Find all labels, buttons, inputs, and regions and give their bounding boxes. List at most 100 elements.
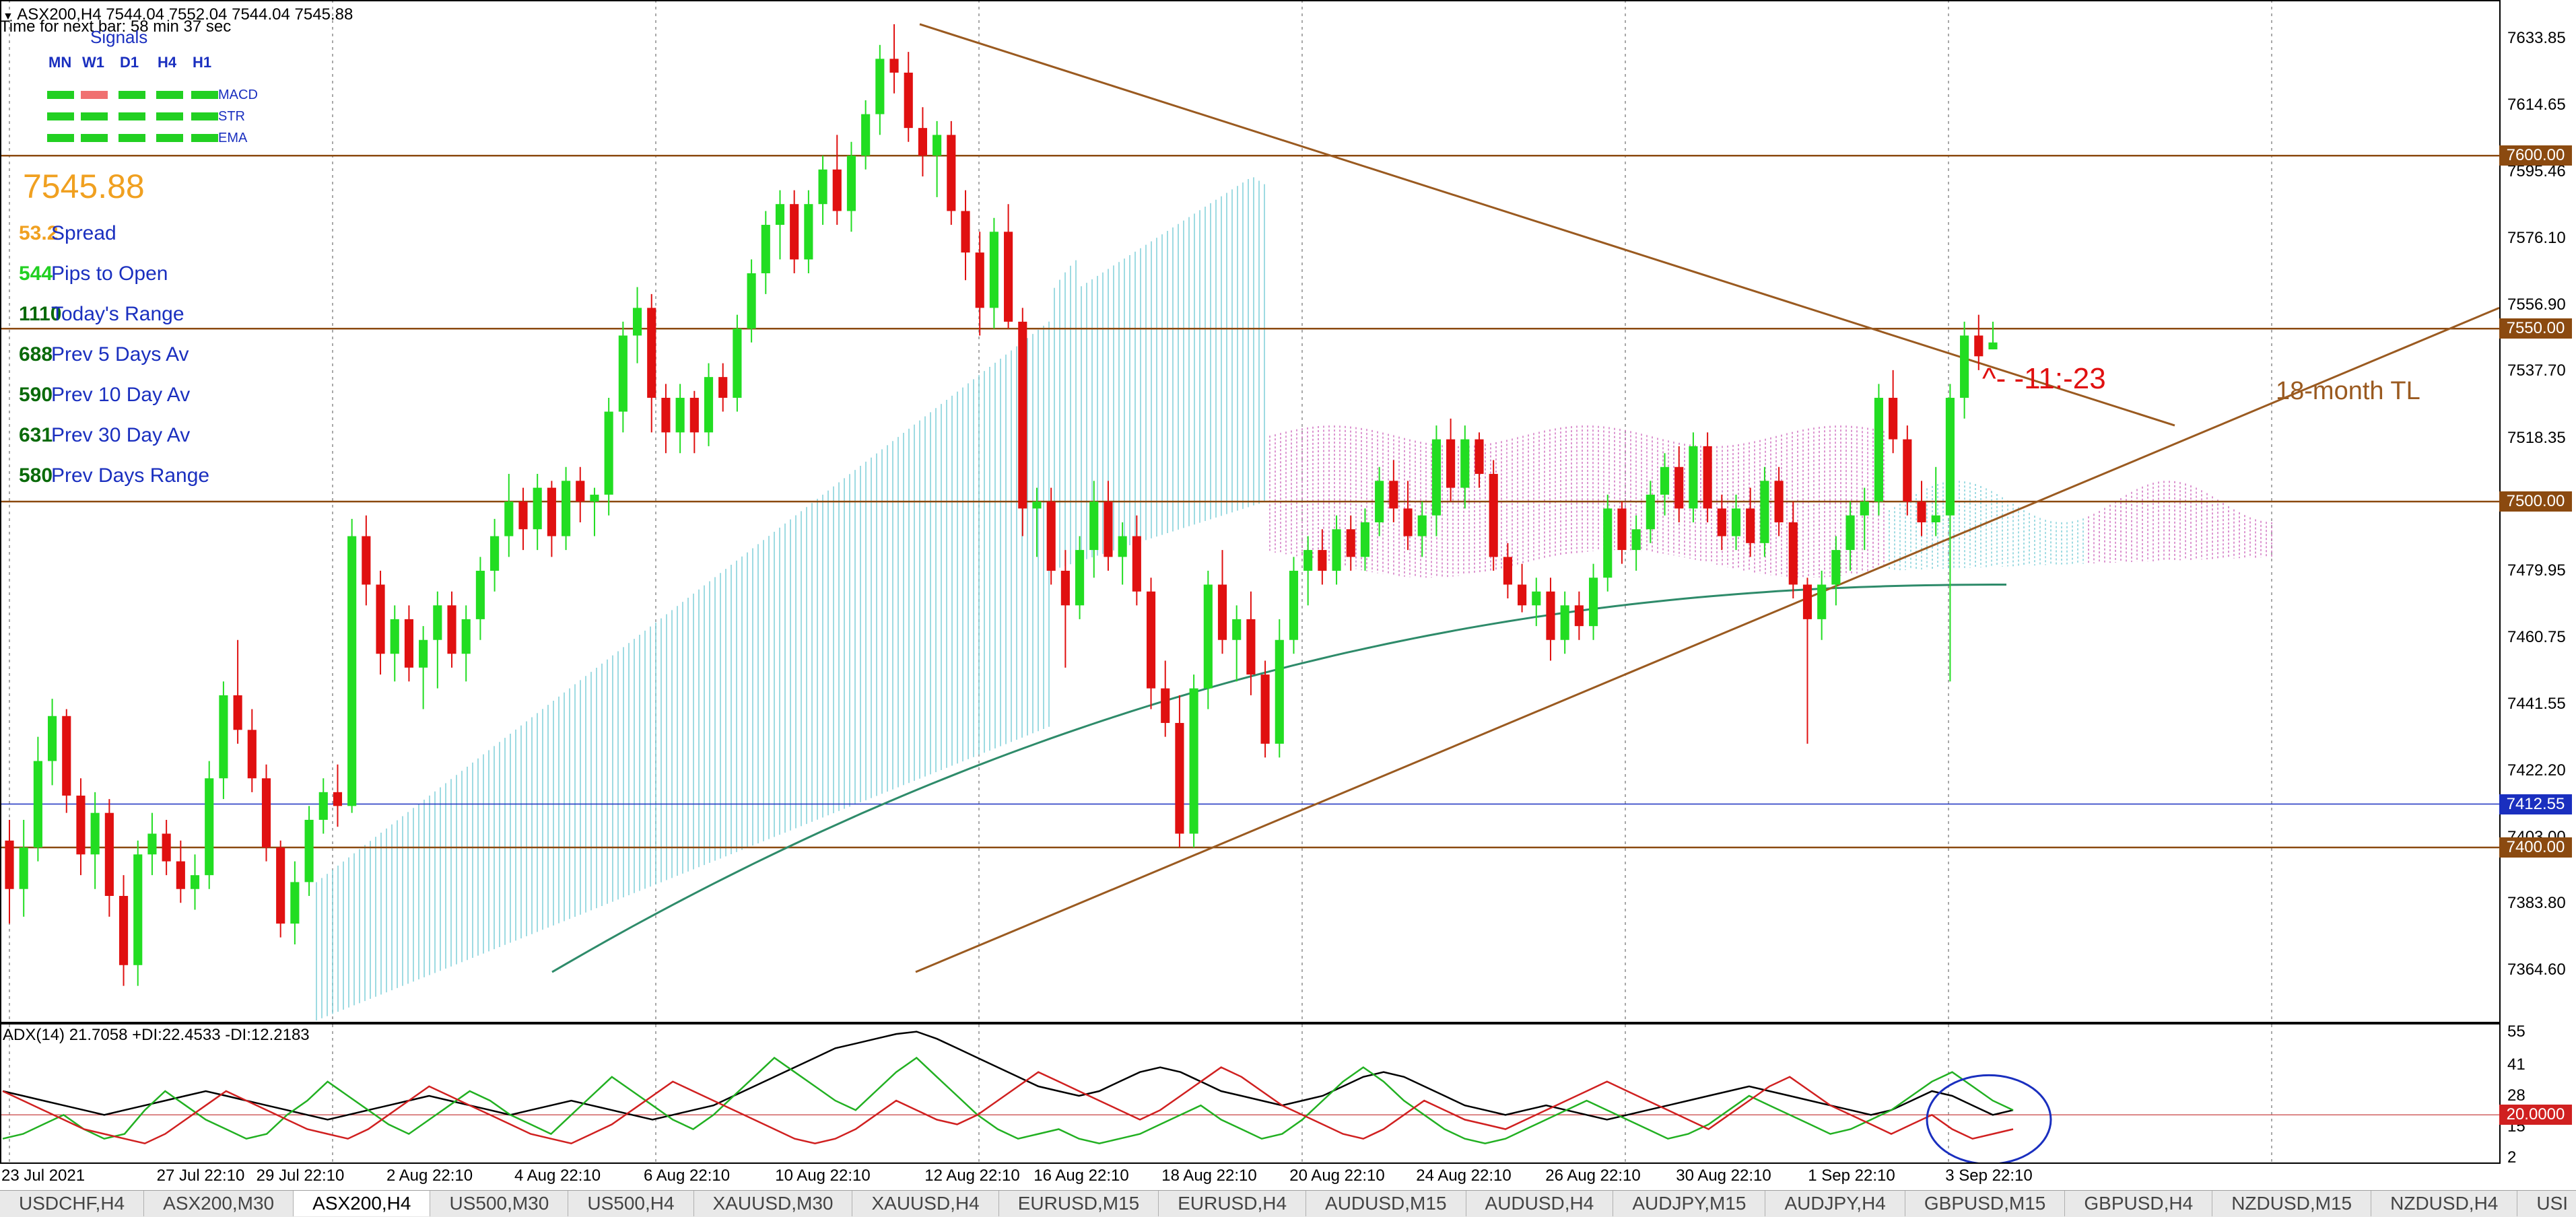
price-level-tag[interactable]: 7500.00 (2499, 491, 2572, 512)
candle (1332, 515, 1341, 585)
candle-body (1889, 397, 1898, 440)
chart-tab[interactable]: EURUSD,H4 (1159, 1191, 1307, 1216)
chart-tab[interactable]: AUDUSD,M15 (1306, 1191, 1466, 1216)
candle (1161, 660, 1170, 737)
candle (1774, 466, 1784, 536)
signal-indicator-bar (47, 112, 74, 120)
price-tick-label: 7518.35 (2507, 428, 2566, 447)
chart-tab[interactable]: ASX200,H4 (294, 1191, 431, 1216)
candle (490, 518, 500, 592)
candle (1689, 432, 1698, 522)
candle-body (205, 778, 214, 876)
candle-body (1004, 232, 1013, 322)
candle-body (832, 169, 842, 211)
candle (547, 481, 556, 557)
signal-indicator-bar (191, 91, 218, 99)
chart-tab[interactable]: ASX200,M30 (144, 1191, 294, 1216)
chart-tab[interactable]: GBPUSD,H4 (2065, 1191, 2213, 1216)
candle (1360, 508, 1370, 571)
signal-indicator-bar (118, 112, 145, 120)
candle (1960, 321, 1969, 419)
candle (404, 605, 414, 682)
candle-body (1774, 481, 1784, 522)
candle-body (62, 716, 71, 796)
candle (562, 466, 571, 551)
chart-tab[interactable]: US500,H4 (568, 1191, 694, 1216)
candle-body (1802, 584, 1812, 619)
candle (1802, 578, 1812, 744)
chart-tab[interactable]: NZDUSD,H4 (2371, 1191, 2518, 1216)
candle-body (618, 335, 628, 412)
price-level-tag[interactable]: 7550.00 (2499, 318, 2572, 339)
chart-tab[interactable]: GBPUSD,M15 (1905, 1191, 2066, 1216)
signals-title: Signals (90, 27, 148, 47)
candle (790, 190, 799, 273)
chart-tab[interactable]: XAUUSD,M30 (694, 1191, 853, 1216)
candle (233, 639, 242, 744)
candle-body (390, 619, 399, 654)
adx-indicator-chart[interactable] (0, 1024, 2499, 1162)
price-level-tag[interactable]: 7400.00 (2499, 837, 2572, 858)
candle (461, 605, 471, 682)
candle (918, 107, 928, 177)
candle-body (1689, 446, 1698, 509)
price-tick-label: 7364.60 (2507, 960, 2566, 979)
chart-tab[interactable]: NZDUSD,M15 (2212, 1191, 2372, 1216)
price-chart[interactable] (0, 0, 2499, 1020)
chart-tab[interactable]: EURUSD,M15 (999, 1191, 1159, 1216)
candle-body (1104, 501, 1113, 557)
signal-row-label: STR (218, 109, 245, 125)
time-tick-label: 16 Aug 22:10 (1033, 1167, 1129, 1185)
candle-body (1588, 578, 1598, 627)
adx-series-line (2, 1066, 2014, 1145)
time-tick-label: 2 Aug 22:10 (386, 1167, 473, 1185)
candle (1617, 501, 1627, 564)
candle-body (1988, 342, 1998, 350)
candle (1731, 494, 1741, 551)
candle (733, 314, 742, 412)
candle (1746, 487, 1755, 557)
stat-label: Prev 10 Day Av (51, 384, 191, 406)
candle (1974, 314, 1984, 370)
candle (76, 778, 86, 876)
price-chart-border (0, 0, 2501, 1023)
candle-body (689, 397, 699, 433)
candle-body (1660, 466, 1670, 495)
candle (661, 384, 671, 454)
candle-body (562, 481, 571, 536)
stat-label: Today's Range (51, 303, 184, 325)
chart-tab[interactable]: AUDJPY,M15 (1613, 1191, 1766, 1216)
candle-body (261, 778, 271, 848)
candle-body (1532, 591, 1541, 606)
price-tick-label: 7633.85 (2507, 29, 2566, 48)
candle (419, 626, 428, 709)
candle (1460, 425, 1470, 509)
price-level-tag[interactable]: 7412.55 (2499, 794, 2572, 814)
adx-level-tag[interactable]: 20.0000 (2499, 1105, 2572, 1125)
candle (1717, 494, 1726, 551)
chart-tab[interactable]: USDCHF,H4 (0, 1191, 145, 1216)
price-tick-label: 7576.10 (2507, 229, 2566, 248)
candle (1232, 605, 1242, 682)
candle (118, 875, 129, 986)
candle-body (1118, 536, 1127, 557)
candle (576, 466, 585, 522)
candle-body (1903, 439, 1912, 502)
chart-tab[interactable]: USI (2517, 1191, 2576, 1216)
signal-indicator-bar (81, 112, 108, 120)
candle-body (1431, 439, 1441, 516)
candle-body (490, 536, 500, 571)
chart-tab[interactable]: AUDUSD,H4 (1466, 1191, 1614, 1216)
chart-tab[interactable]: AUDJPY,H4 (1765, 1191, 1905, 1216)
chart-tab[interactable]: XAUUSD,H4 (852, 1191, 999, 1216)
candle-body (632, 308, 642, 336)
candle-body (933, 135, 942, 156)
candle (1032, 487, 1042, 557)
adx-pane-border (0, 1023, 2501, 1164)
chart-tab[interactable]: US500,M30 (430, 1191, 569, 1216)
header-triangle-icon[interactable]: ▼ (3, 11, 13, 22)
candle-body (33, 761, 42, 848)
price-level-tag[interactable]: 7600.00 (2499, 145, 2572, 166)
candle-body (1974, 335, 1984, 357)
candle-body (1603, 508, 1613, 578)
